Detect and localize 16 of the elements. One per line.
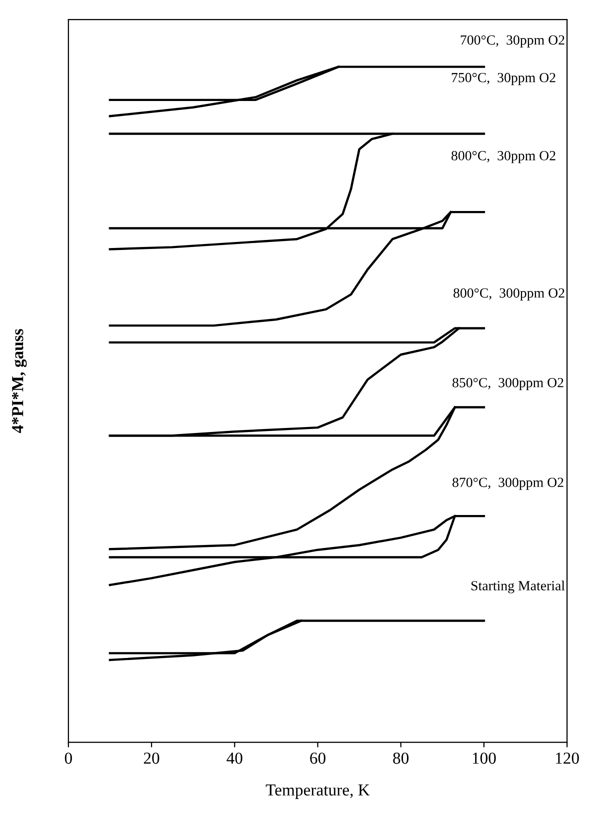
x-axis-title: Temperature, K bbox=[266, 784, 370, 799]
annotation: 800°C, 30ppm O2 bbox=[452, 150, 556, 164]
x-tick-label: 60 bbox=[310, 752, 326, 764]
x-tick-label: 100 bbox=[472, 752, 496, 764]
annotation: 870°C, 300ppm O2 bbox=[452, 478, 564, 490]
x-tick-label: 40 bbox=[226, 752, 242, 764]
x-tick-label: 0 bbox=[64, 752, 72, 764]
annotation: 800°C, 300ppm O2 bbox=[454, 288, 564, 301]
x-tick-label: 80 bbox=[393, 752, 409, 764]
annotation: Starting Material bbox=[471, 580, 565, 594]
y-axis-title: 4*PI*M, gauss bbox=[12, 329, 27, 434]
annotation: 850°C, 300ppm O2 bbox=[452, 378, 564, 390]
annotation: 750°C, 30ppm O2 bbox=[452, 72, 556, 86]
x-tick-label: 20 bbox=[144, 752, 160, 764]
text: 700°C, 30ppm O2 bbox=[460, 35, 564, 48]
x-tick-label: 120 bbox=[556, 752, 579, 764]
